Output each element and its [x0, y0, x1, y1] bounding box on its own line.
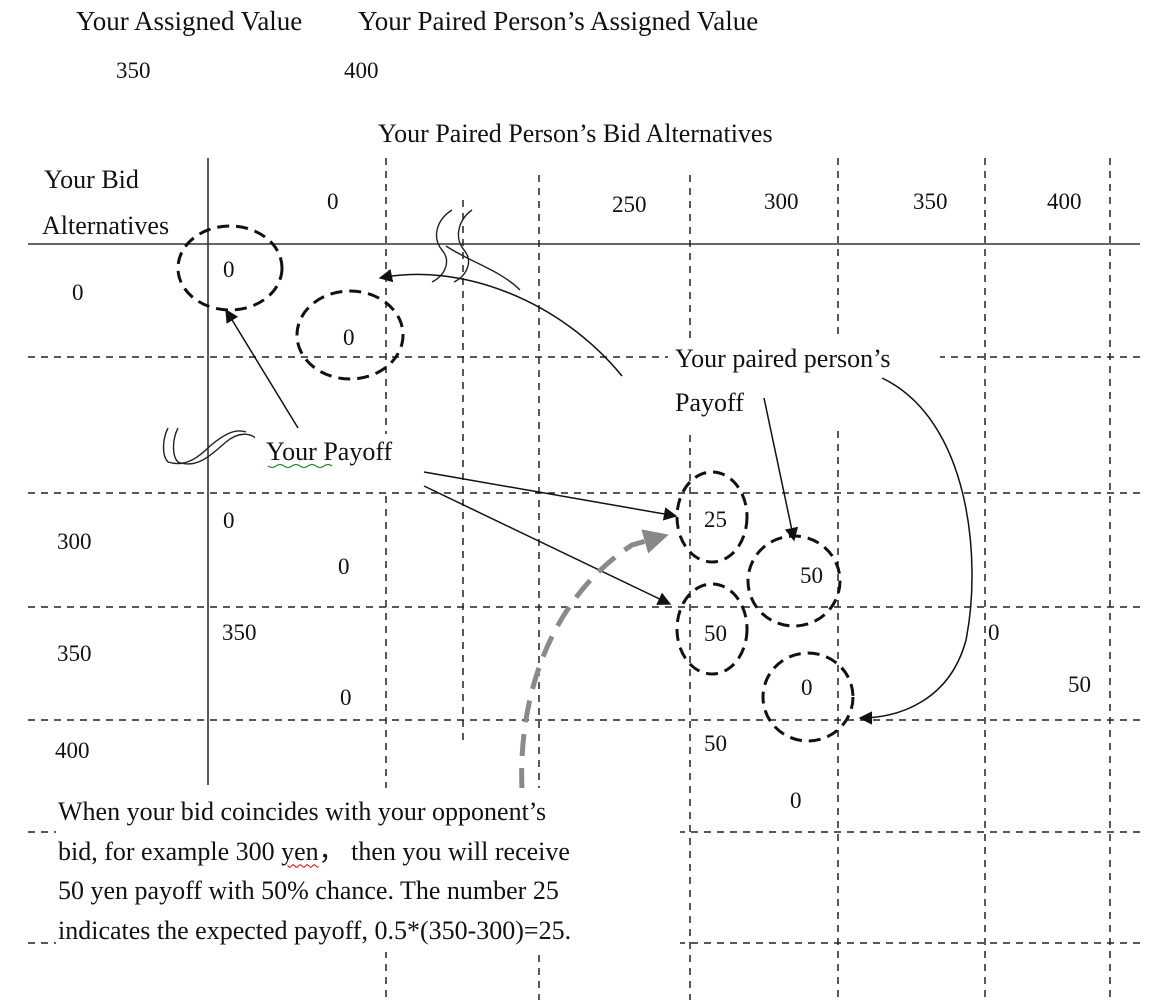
paired-assigned-value-label: Your Paired Person’s Assigned Value: [358, 6, 758, 36]
note-line-2: bid, for example 300 yen， then you will …: [58, 832, 678, 872]
break-mark-top: [431, 209, 521, 291]
cell-r400-c300-your-payoff: 50: [704, 731, 727, 756]
row-header-350: 350: [57, 641, 92, 666]
annotation-arrows: [225, 269, 973, 725]
cell-r300-c300-your-payoff: 25: [704, 507, 727, 532]
circle-r350-c300-paired: [761, 651, 855, 743]
paired-payoff-label-line2: Payoff: [675, 388, 744, 417]
note-yen-word: yen: [281, 836, 319, 866]
note-line-2-pre: bid, for example 300: [58, 836, 282, 866]
paired-assigned-value: 400: [344, 58, 379, 83]
gray-dashed-curve-arrow: [519, 529, 669, 791]
note-line-3: 50 yen payoff with 50% chance. The numbe…: [58, 876, 559, 905]
cell-r350-c0-your-payoff: 350: [222, 620, 257, 645]
circle-r0-c0-your: [176, 224, 284, 312]
your-assigned-value-label: Your Assigned Value: [76, 6, 302, 36]
cell-r300-c0-paired-payoff: 0: [338, 554, 350, 579]
column-header-0: 0: [327, 189, 339, 214]
note-line-4: indicates the expected payoff, 0.5*(350-…: [58, 915, 572, 945]
row-axis-title-line1: Your Bid: [44, 165, 139, 194]
cell-r400-c300-paired-payoff: 0: [790, 788, 802, 813]
column-header-400: 400: [1047, 189, 1082, 214]
arrow-your-payoff-to-r300c300: [423, 471, 678, 521]
cell-r350-c400-your-payoff: 0: [988, 620, 1000, 645]
your-assigned-value: 350: [116, 58, 151, 83]
cell-r0-c0-paired-payoff: 0: [343, 325, 355, 350]
arrow-paired-to-r0c0: [378, 269, 623, 377]
circle-r350-c300-your: [675, 582, 749, 676]
row-axis-title-line2: Alternatives: [42, 211, 169, 240]
cell-r350-c0-paired-payoff: 0: [340, 685, 352, 710]
row-header-0: 0: [72, 280, 84, 305]
cell-r350-c400-paired-payoff: 50: [1068, 672, 1091, 697]
arrow-paired-to-r350c300: [858, 377, 973, 725]
column-header-250: 250: [612, 192, 647, 217]
paired-payoff-label-line1: Your paired person’s: [675, 344, 890, 373]
your-payoff-label-box: [255, 434, 423, 492]
circle-r0-c0-paired: [295, 289, 405, 381]
cell-r350-c300-paired-payoff: 0: [801, 675, 813, 700]
break-mark-left: [162, 427, 259, 465]
column-header-300: 300: [764, 189, 799, 214]
column-axis-title: Your Paired Person’s Bid Alternatives: [378, 119, 773, 148]
arrow-paired-to-r300c300: [763, 397, 799, 542]
cell-r0-c0-your-payoff: 0: [223, 257, 235, 282]
note-line-1: When your bid coincides with your oppone…: [58, 797, 547, 826]
column-header-350: 350: [913, 189, 948, 214]
explanation-note: When your bid coincides with your oppone…: [56, 788, 680, 952]
arrow-your-payoff-to-r0c0: [225, 308, 299, 429]
your-payoff-wavy-underline: [267, 463, 333, 469]
cell-r300-c300-paired-payoff: 50: [800, 563, 823, 588]
circle-r300-c300-paired: [746, 534, 842, 628]
row-header-300: 300: [57, 529, 92, 554]
alternatives-label-mask: [40, 208, 196, 242]
axis-lines: [28, 158, 1140, 785]
cell-r300-c0-your-payoff: 0: [223, 508, 235, 533]
row-header-400: 400: [55, 738, 90, 763]
cell-r350-c300-your-payoff: 50: [704, 621, 727, 646]
arrow-your-payoff-to-r350c300: [423, 485, 672, 605]
note-line-2-post: ， then you will receive: [318, 836, 570, 866]
your-payoff-label: Your Payoff: [266, 437, 393, 466]
